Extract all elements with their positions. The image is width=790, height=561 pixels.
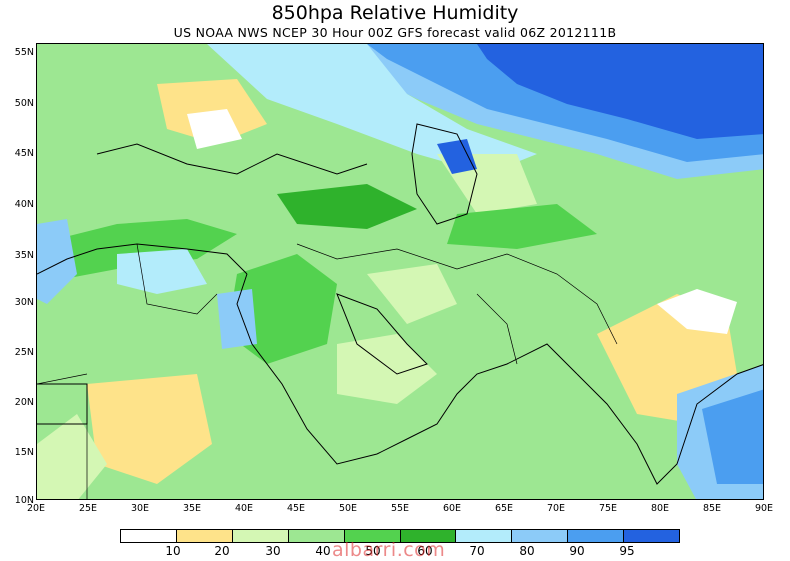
- lat-label-20n: 20N: [14, 397, 34, 408]
- lon-label-55e: 55E: [390, 503, 410, 514]
- colorbar-cell: [232, 530, 289, 542]
- lat-label-15n: 15N: [14, 447, 34, 458]
- lat-label-10n: 10N: [14, 495, 34, 506]
- colorbar-label-50: 50: [365, 544, 381, 558]
- lon-label-60e: 60E: [442, 503, 462, 514]
- lon-label-45e: 45E: [286, 503, 306, 514]
- colorbar-cell: [176, 530, 233, 542]
- lon-label-70e: 70E: [546, 503, 566, 514]
- colorbar-cell: [344, 530, 401, 542]
- lon-label-50e: 50E: [338, 503, 358, 514]
- lon-label-35e: 35E: [182, 503, 202, 514]
- colorbar-label-80: 80: [519, 544, 535, 558]
- colorbar-label-90: 90: [569, 544, 585, 558]
- lat-label-35n: 35N: [14, 250, 34, 261]
- colorbar-cell: [400, 530, 457, 542]
- colorbar-label-10: 10: [165, 544, 181, 558]
- colorbar-label-40: 40: [315, 544, 331, 558]
- humidity-field: [37, 44, 763, 499]
- colorbar-label-20: 20: [214, 544, 230, 558]
- lon-label-80e: 80E: [650, 503, 670, 514]
- colorbar-cell: [121, 530, 177, 542]
- colorbar-cell: [568, 530, 625, 542]
- colorbar-label-30: 30: [265, 544, 281, 558]
- lat-label-40n: 40N: [14, 199, 34, 210]
- humidity-colorbar: [120, 529, 680, 543]
- lat-label-50n: 50N: [14, 98, 34, 109]
- lon-label-75e: 75E: [598, 503, 618, 514]
- lat-label-45n: 45N: [14, 148, 34, 159]
- lon-label-40e: 40E: [234, 503, 254, 514]
- lon-label-25e: 25E: [78, 503, 98, 514]
- lon-label-65e: 65E: [494, 503, 514, 514]
- map-title: 850hpa Relative Humidity: [271, 2, 519, 24]
- colorbar-label-95: 95: [619, 544, 635, 558]
- lat-label-25n: 25N: [14, 347, 34, 358]
- colorbar-label-70: 70: [469, 544, 485, 558]
- lat-label-55n: 55N: [14, 47, 34, 58]
- colorbar-cell: [456, 530, 513, 542]
- colorbar-label-60: 60: [417, 544, 433, 558]
- lat-label-30n: 30N: [14, 297, 34, 308]
- colorbar-cell: [624, 530, 680, 542]
- lon-label-85e: 85E: [702, 503, 722, 514]
- lon-label-20e: 20E: [26, 503, 46, 514]
- humidity-map: [36, 43, 764, 500]
- watermark-text: albarri.com: [332, 539, 446, 561]
- lon-label-30e: 30E: [130, 503, 150, 514]
- lon-label-90e: 90E: [754, 503, 774, 514]
- colorbar-cell: [288, 530, 345, 542]
- colorbar-cell: [512, 530, 569, 542]
- map-subtitle: US NOAA NWS NCEP 30 Hour 00Z GFS forecas…: [173, 25, 617, 40]
